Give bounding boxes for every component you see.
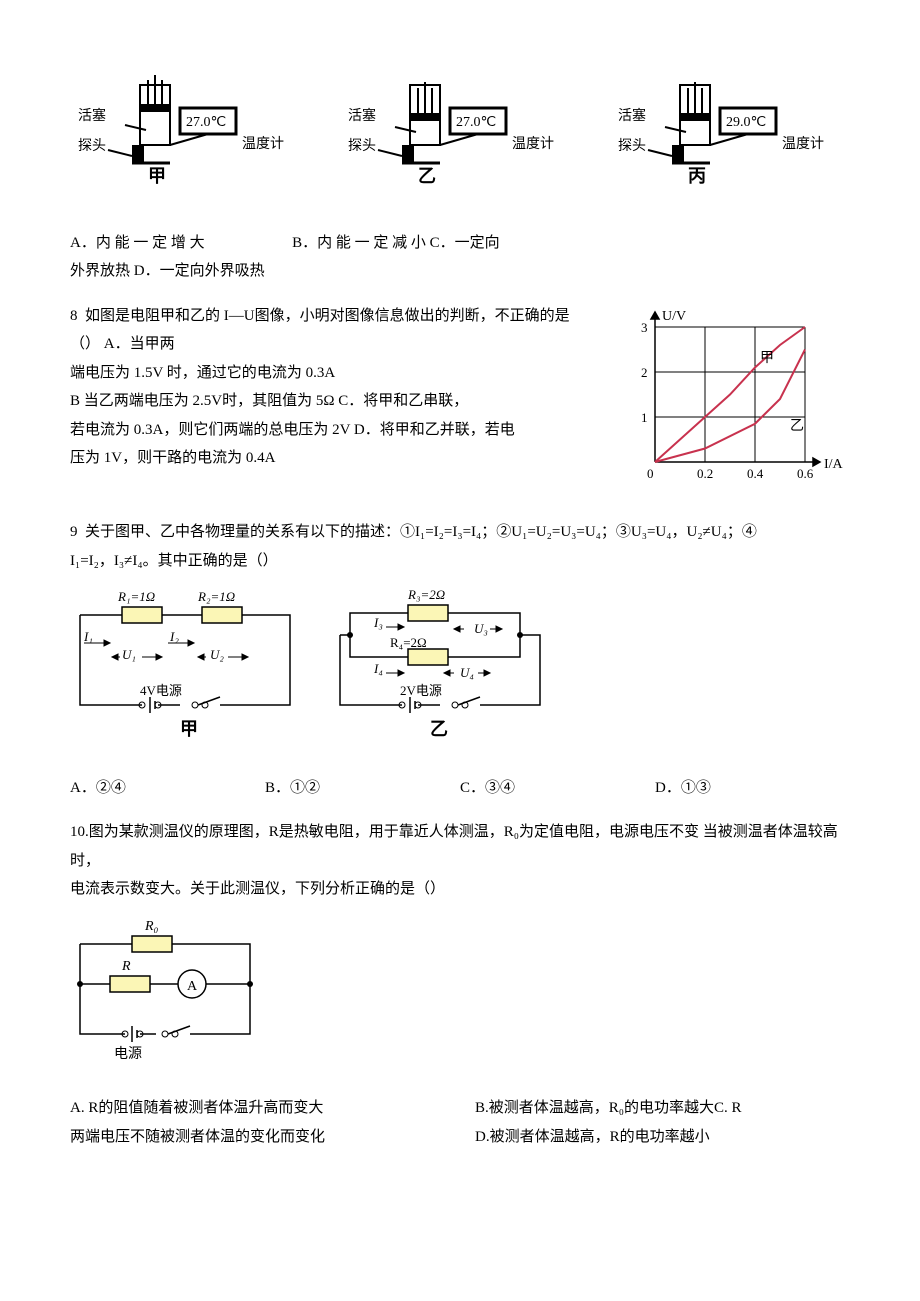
svg-text:0.6: 0.6 bbox=[797, 466, 814, 481]
u4-label: U₄ bbox=[460, 665, 474, 680]
opt-C: C．③④ bbox=[460, 774, 655, 803]
q9-stem2: I₁=I₂，I₃≠I₄。其中正确的是（） bbox=[70, 547, 850, 576]
label-therm: 温度计 bbox=[782, 136, 824, 152]
i3-label: I₃ bbox=[373, 615, 383, 630]
svg-text:0.4: 0.4 bbox=[747, 466, 764, 481]
u3-label: U₃ bbox=[474, 621, 488, 636]
opt-B: B．内 能 一 定 减 小 bbox=[292, 235, 426, 251]
q8-stem4: 若电流为 0.3A，则它们两端的总电压为 2V D．将甲和乙并联，若电 bbox=[70, 416, 590, 445]
q9-stem1: 关于图甲、乙中各物理量的关系有以下的描述：①I₁=I₂=I₃=I₄；②U₁=U₂… bbox=[85, 524, 757, 540]
i2-label: I₂ bbox=[169, 629, 179, 644]
caption: 乙 bbox=[430, 719, 448, 739]
label-probe: 探头 bbox=[348, 138, 376, 154]
i1-label: I₁ bbox=[83, 629, 93, 644]
label-temp: 29.0℃ bbox=[726, 115, 766, 130]
q7-opt-line1: A．内 能 一 定 增 大 B．内 能 一 定 减 小 C．一定向 bbox=[70, 229, 850, 258]
opt-D: D.被测者体温越高，R的电功率越小 bbox=[475, 1123, 850, 1152]
q8-chart: U/V I/A 0 0.2 0.4 0.6 1 2 3 甲 乙 bbox=[620, 302, 850, 503]
q7-fig-jia: 活塞 探头 27.0℃ 温度计 甲 bbox=[70, 70, 300, 211]
q10-stem1: 图为某款测温仪的原理图，R是热敏电阻，用于靠近人体测温，R₀为定值电阻，电源电压… bbox=[70, 824, 838, 869]
opt-C-head: C. R bbox=[714, 1100, 742, 1116]
opt-A: A．内 能 一 定 增 大 bbox=[70, 235, 205, 251]
opt-D: D．①③ bbox=[655, 774, 850, 803]
opt-C: C．一定向 bbox=[430, 235, 500, 251]
q9-circuit-yi: R₃=2Ω R₄=2Ω I₃ I₄ U₃ U₄ 2V电源 乙 bbox=[330, 585, 560, 756]
q8-stem1: 如图是电阻甲和乙的 I—U图像，小明对图像信息做出的判断，不正确的是（） A．当… bbox=[70, 308, 570, 353]
axis-x-label: I/A bbox=[824, 457, 844, 472]
r-label: R bbox=[121, 959, 131, 974]
q9-circuit-jia: R₁=1Ω R₂=1Ω I₁ I₂ U₁ U₂ 4V电源 甲 bbox=[70, 585, 310, 756]
series-yi-label: 乙 bbox=[790, 418, 804, 434]
q9-options: A．②④ B．①② C．③④ D．①③ bbox=[70, 774, 850, 803]
r2-label: R₂=1Ω bbox=[197, 589, 235, 604]
u1-label: U₁ bbox=[122, 647, 136, 662]
caption: 丙 bbox=[688, 166, 706, 186]
src-label: 电源 bbox=[114, 1046, 142, 1062]
q7-opt-line2: 外界放热 D．一定向外界吸热 bbox=[70, 257, 850, 286]
q10-opts-row1: A. R的阻值随着被测者体温升高而变大 B.被测者体温越高，R₀的电功率越大C.… bbox=[70, 1094, 850, 1123]
label-probe: 探头 bbox=[78, 138, 106, 154]
label-probe: 探头 bbox=[618, 138, 646, 154]
r0-label: R₀ bbox=[144, 919, 159, 934]
axis-y-label: U/V bbox=[662, 309, 686, 324]
svg-text:1: 1 bbox=[641, 410, 648, 425]
svg-text:0: 0 bbox=[647, 466, 654, 481]
q8-num: 8 bbox=[70, 308, 78, 324]
opt-B: B．①② bbox=[265, 774, 460, 803]
label-temp: 27.0℃ bbox=[456, 115, 496, 130]
series-jia-label: 甲 bbox=[760, 351, 774, 366]
u2-label: U₂ bbox=[210, 647, 224, 662]
r3-label: R₃=2Ω bbox=[407, 587, 445, 602]
caption: 甲 bbox=[180, 719, 198, 739]
src-label: 2V电源 bbox=[400, 683, 442, 698]
r4-label: R₄=2Ω bbox=[390, 635, 427, 650]
label-piston: 活塞 bbox=[348, 107, 376, 124]
q7: 活塞 探头 27.0℃ 温度计 甲 活塞 bbox=[70, 70, 850, 286]
label-therm: 温度计 bbox=[242, 136, 284, 152]
label-temp: 27.0℃ bbox=[186, 115, 226, 130]
q8-stem2: 端电压为 1.5V 时，通过它的电流为 0.3A bbox=[70, 359, 590, 388]
q8-stem5: 压为 1V，则干路的电流为 0.4A bbox=[70, 444, 590, 473]
q10-opts-row2: 两端电压不随被测者体温的变化而变化 D.被测者体温越高，R的电功率越小 bbox=[70, 1123, 850, 1152]
q9: 9 关于图甲、乙中各物理量的关系有以下的描述：①I₁=I₂=I₃=I₄；②U₁=… bbox=[70, 518, 850, 802]
q9-num: 9 bbox=[70, 524, 78, 540]
q10-stem2: 电流表示数变大。关于此测温仪，下列分析正确的是（） bbox=[70, 875, 850, 904]
svg-text:0.2: 0.2 bbox=[697, 466, 713, 481]
svg-text:2: 2 bbox=[641, 365, 648, 380]
r1-label: R₁=1Ω bbox=[117, 589, 155, 604]
q10-circuit: R₀ R A 电源 bbox=[70, 914, 850, 1085]
q10: 10.图为某款测温仪的原理图，R是热敏电阻，用于靠近人体测温，R₀为定值电阻，电… bbox=[70, 818, 850, 1151]
label-piston: 活塞 bbox=[618, 107, 646, 124]
q8-stem3: B 当乙两端电压为 2.5V时，其阻值为 5Ω C．将甲和乙串联， bbox=[70, 387, 590, 416]
ammeter-label: A bbox=[187, 979, 198, 994]
src-label: 4V电源 bbox=[140, 683, 182, 698]
opt-C-rest: 两端电压不随被测者体温的变化而变化 bbox=[70, 1123, 445, 1152]
i4-label: I₄ bbox=[373, 661, 383, 676]
svg-text:3: 3 bbox=[641, 320, 648, 335]
q10-num: 10. bbox=[70, 824, 89, 840]
caption: 甲 bbox=[148, 166, 166, 186]
label-piston: 活塞 bbox=[78, 107, 106, 124]
opt-A: A．②④ bbox=[70, 774, 265, 803]
q8: 8 如图是电阻甲和乙的 I—U图像，小明对图像信息做出的判断，不正确的是（） A… bbox=[70, 302, 850, 503]
q7-figs: 活塞 探头 27.0℃ 温度计 甲 活塞 bbox=[70, 70, 850, 211]
q7-fig-bing: 活塞 探头 29.0℃ 温度计 丙 bbox=[610, 70, 840, 211]
opt-B: B.被测者体温越高，R₀的电功率越大 bbox=[475, 1100, 714, 1116]
opt-A: A. R的阻值随着被测者体温升高而变大 bbox=[70, 1094, 445, 1123]
caption: 乙 bbox=[418, 166, 436, 186]
label-therm: 温度计 bbox=[512, 136, 554, 152]
q7-fig-yi: 活塞 探头 27.0℃ 温度计 乙 bbox=[340, 70, 570, 211]
